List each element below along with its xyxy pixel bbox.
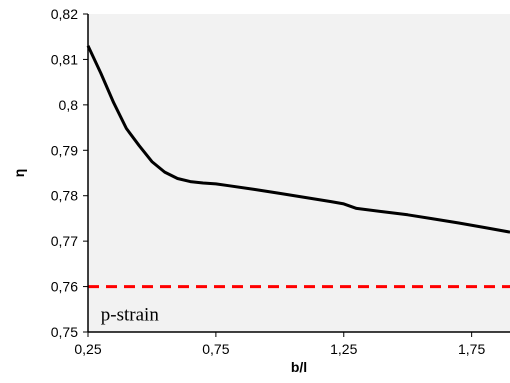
x-tick-label: 1,75	[458, 341, 485, 357]
series-layer	[86, 45, 510, 289]
y-tick-label: 0,81	[51, 51, 78, 67]
y-tick-label: 0,77	[51, 233, 78, 249]
ticks-layer: 0,750,760,770,780,790,80,810,820,25 0,75 1…	[51, 6, 486, 357]
y-tick-label: 0,82	[51, 6, 78, 22]
y-tick-label: 0,79	[51, 142, 78, 158]
y-tick-label: 0,75	[51, 324, 78, 340]
y-tick-label: 0,8	[59, 97, 79, 113]
annotation-label: p-strain	[101, 305, 160, 326]
x-axis-title: b/l	[291, 359, 307, 375]
y-tick-label: 0,78	[51, 188, 78, 204]
plot-area	[88, 14, 510, 332]
annotation-layer: p-strain	[101, 305, 160, 326]
x-tick-label: 0,75	[202, 341, 229, 357]
x-tick-label: 1,25	[330, 341, 357, 357]
axes-layer	[87, 14, 510, 333]
y-tick-label: 0,76	[51, 279, 78, 295]
series-line-1	[86, 45, 510, 234]
x-tick-label: 0,25	[74, 341, 101, 357]
y-axis-title: η	[11, 169, 27, 178]
